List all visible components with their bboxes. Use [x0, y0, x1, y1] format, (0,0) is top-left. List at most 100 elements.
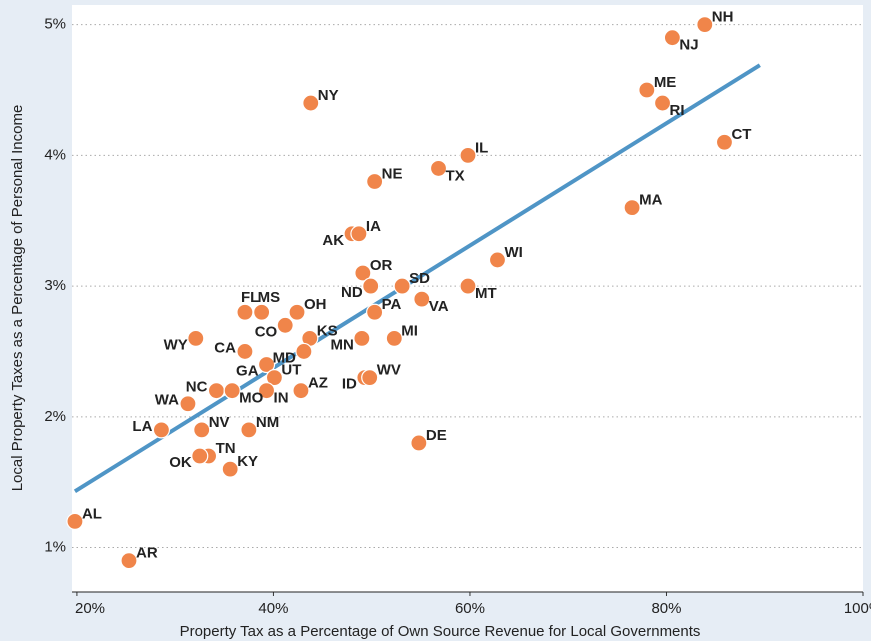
data-point	[236, 303, 254, 321]
y-tick-label: 5%	[44, 16, 66, 33]
point-label: OR	[370, 257, 393, 274]
point-label: RI	[670, 102, 685, 119]
data-point	[207, 382, 226, 400]
point-label: MI	[401, 322, 418, 339]
point-label: GA	[236, 362, 259, 379]
data-point	[696, 16, 714, 34]
data-point	[257, 355, 276, 374]
data-point	[429, 159, 448, 178]
point-label: DE	[426, 427, 447, 444]
data-point	[362, 277, 380, 295]
data-point	[240, 421, 258, 439]
point-label: MO	[239, 390, 263, 407]
x-tick-label: 40%	[258, 600, 288, 617]
data-point	[292, 382, 310, 400]
point-label: ID	[342, 376, 357, 393]
y-tick-label: 1%	[44, 539, 66, 556]
data-point	[236, 342, 254, 361]
point-label: ND	[341, 284, 363, 301]
data-point	[715, 133, 734, 151]
point-label: AR	[136, 545, 158, 562]
data-point	[276, 316, 294, 334]
x-tick-label: 20%	[75, 600, 105, 617]
plot-area	[72, 5, 863, 592]
data-point	[152, 421, 171, 439]
point-label: WY	[164, 336, 188, 353]
data-point	[353, 329, 371, 347]
data-point	[410, 434, 428, 452]
x-tick-label: 80%	[651, 600, 681, 617]
point-label: PA	[382, 296, 402, 313]
point-label: TN	[216, 440, 236, 457]
y-tick-label: 4%	[44, 146, 66, 163]
point-label: IN	[274, 390, 289, 407]
x-tick-label: 100%	[844, 600, 871, 617]
x-tick-label: 60%	[455, 600, 485, 617]
data-point	[488, 251, 507, 269]
point-label: WI	[504, 244, 522, 261]
point-label: IA	[366, 218, 381, 235]
data-point	[257, 382, 276, 400]
data-point	[366, 172, 384, 191]
point-label: CA	[214, 339, 236, 356]
data-point	[191, 447, 209, 465]
point-label: WA	[155, 392, 179, 409]
data-point	[413, 290, 431, 308]
data-point	[350, 225, 368, 243]
point-label: OH	[304, 296, 327, 313]
point-label: NJ	[679, 37, 698, 54]
point-label: UT	[281, 362, 301, 379]
data-point	[459, 146, 477, 164]
data-point	[653, 94, 672, 112]
point-label: NH	[712, 9, 734, 26]
point-label: ME	[654, 74, 677, 91]
data-point	[354, 264, 372, 282]
data-point	[385, 329, 403, 347]
point-label: NV	[209, 414, 230, 431]
data-point	[366, 303, 384, 321]
point-label: AZ	[308, 375, 328, 392]
point-label: KS	[317, 322, 338, 339]
data-point	[120, 552, 138, 570]
y-tick-label: 2%	[44, 408, 66, 425]
x-axis-title: Property Tax as a Percentage of Own Sour…	[180, 623, 701, 640]
data-point	[459, 277, 477, 295]
data-point	[302, 94, 320, 112]
point-label: OK	[169, 454, 192, 471]
point-label: AL	[82, 505, 102, 522]
point-label: AK	[322, 232, 344, 249]
point-label: FL	[241, 289, 259, 306]
point-label: MS	[258, 289, 281, 306]
point-label: MA	[639, 192, 662, 209]
data-point	[179, 395, 197, 413]
data-point	[223, 382, 241, 400]
point-label: LA	[132, 418, 152, 435]
point-label: NE	[382, 165, 403, 182]
data-point	[253, 303, 271, 321]
point-label: NM	[256, 414, 279, 431]
point-label: KY	[237, 453, 258, 470]
point-label: IL	[475, 139, 488, 156]
point-label: MT	[475, 285, 497, 302]
point-label: NC	[186, 379, 208, 396]
data-point	[187, 329, 205, 347]
data-point	[623, 199, 641, 217]
point-label: WV	[377, 362, 401, 379]
point-label: SD	[409, 270, 430, 287]
data-point	[663, 29, 681, 47]
data-point	[193, 421, 211, 439]
y-tick-label: 3%	[44, 277, 66, 294]
point-label: NY	[318, 87, 339, 104]
data-point	[265, 368, 284, 387]
y-axis-title: Local Property Taxes as a Percentage of …	[9, 105, 26, 492]
point-label: CO	[255, 323, 278, 340]
data-point	[66, 512, 84, 531]
trend-line	[73, 63, 761, 494]
data-point	[288, 303, 306, 321]
data-point	[393, 277, 411, 295]
data-point	[361, 368, 379, 387]
data-point	[638, 81, 656, 99]
point-label: VA	[429, 298, 449, 315]
